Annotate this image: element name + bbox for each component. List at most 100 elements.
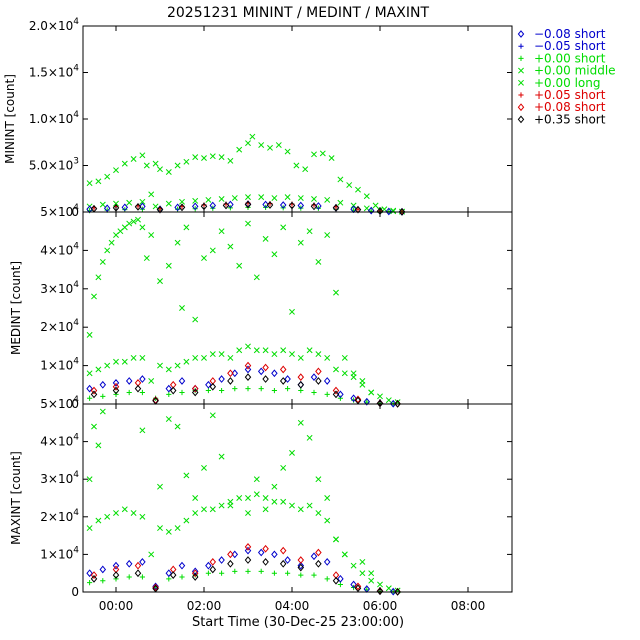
point-medint-s1-3	[113, 358, 119, 365]
point-minint-s0-11	[165, 169, 172, 175]
point-maxint-s0-8	[183, 472, 190, 479]
point-medint-s1-18	[245, 343, 251, 350]
y-tick-label-minint-1: 5.0×103	[29, 157, 79, 173]
point-minint-s0-18	[227, 157, 234, 164]
point-medint-s1-1	[95, 366, 102, 373]
point-minint-s0-5	[130, 156, 137, 162]
point-minint-s0-0	[86, 180, 93, 187]
point-minint-s0-20	[245, 140, 251, 147]
point-medint-s1-32	[368, 389, 375, 396]
point-medint-s2-1	[100, 393, 106, 399]
point-maxint-s3-17	[310, 552, 318, 561]
y-tick-label-maxint-4: 4×104	[40, 433, 79, 449]
point-minint-s5-12	[354, 205, 362, 214]
legend-label-7: +0.35 short	[534, 112, 606, 126]
y-axis-label-maxint: MAXINT [count]	[9, 451, 23, 545]
point-minint-s3-1	[103, 204, 111, 213]
point-medint-s0-32	[297, 239, 304, 246]
point-medint-s0-34	[315, 258, 322, 265]
point-maxint-s5-14	[354, 584, 362, 593]
y-tick-label-medint-5: 5×104	[40, 203, 79, 219]
x-tick-label-0: 00:00	[99, 599, 134, 613]
point-minint-s3-10	[262, 200, 269, 209]
point-maxint-s1-24	[297, 506, 304, 513]
point-medint-s1-8	[157, 362, 163, 369]
point-medint-s3-0	[86, 384, 93, 393]
y-tick-label-minint-0: 0	[71, 205, 79, 219]
point-medint-s5-9	[262, 375, 269, 383]
point-medint-s1-11	[183, 358, 190, 365]
point-medint-s0-4	[104, 247, 111, 254]
point-minint-s1-17	[311, 196, 317, 202]
point-medint-s0-35	[324, 232, 331, 238]
point-minint-s0-8	[148, 191, 155, 198]
point-maxint-s1-30	[350, 562, 357, 569]
point-medint-s3-13	[257, 367, 265, 376]
point-minint-s0-10	[157, 166, 163, 173]
point-medint-s0-28	[262, 235, 269, 242]
point-medint-s3-15	[284, 375, 291, 383]
y-ticks-medint: 0 1×104 2×104 3×104 4×104 5×104	[40, 203, 512, 411]
point-medint-s0-33	[306, 228, 313, 235]
point-medint-s3-16	[297, 380, 305, 389]
point-medint-s4-12	[315, 367, 322, 376]
point-medint-s0-22	[209, 247, 216, 254]
point-maxint-s0-22	[315, 476, 322, 483]
point-medint-s3-3	[125, 377, 133, 385]
point-minint-s0-27	[302, 166, 309, 173]
point-medint-s0-31	[289, 308, 295, 315]
legend-marker-6	[517, 103, 525, 112]
point-medint-s1-10	[174, 362, 181, 369]
point-medint-s1-34	[385, 397, 392, 404]
point-medint-s2-6	[166, 391, 172, 397]
point-maxint-s2-13	[258, 568, 264, 574]
point-maxint-s0-2	[95, 442, 102, 449]
legend-marker-2	[518, 55, 524, 61]
point-medint-s3-7	[178, 377, 186, 385]
point-minint-s1-11	[231, 195, 238, 202]
point-maxint-s4-11	[297, 556, 305, 564]
point-minint-s0-22	[258, 142, 265, 148]
point-maxint-s0-1	[91, 423, 97, 430]
point-medint-s5-10	[279, 377, 287, 385]
point-minint-s1-19	[337, 199, 344, 206]
point-minint-s1-14	[271, 195, 278, 202]
point-medint-s0-23	[218, 228, 225, 235]
point-maxint-s0-26	[359, 558, 366, 565]
point-minint-s1-13	[258, 194, 265, 201]
point-medint-s1-15	[218, 351, 225, 358]
point-maxint-s1-28	[333, 536, 339, 543]
point-medint-s5-0	[90, 390, 98, 399]
point-medint-s1-0	[86, 370, 93, 377]
point-medint-s0-18	[179, 305, 185, 311]
legend-marker-7	[517, 115, 525, 124]
y-tick-label-medint-4: 4×104	[40, 241, 79, 257]
point-minint-s5-3	[156, 205, 164, 214]
point-minint-s1-9	[205, 196, 212, 203]
point-minint-s0-16	[209, 153, 216, 160]
y-tick-label-minint-4: 2.0×104	[29, 17, 79, 33]
point-medint-s4-5	[191, 384, 199, 393]
point-maxint-s3-18	[323, 558, 331, 566]
point-medint-s0-1	[91, 293, 97, 300]
point-maxint-s5-2	[134, 569, 142, 578]
point-maxint-s4-5	[191, 569, 199, 578]
point-maxint-s3-11	[231, 550, 239, 559]
point-medint-s3-6	[165, 384, 173, 393]
point-medint-s1-19	[253, 347, 260, 354]
point-maxint-s0-20	[297, 419, 304, 426]
point-minint-s1-7	[179, 198, 185, 205]
point-maxint-s2-1	[100, 578, 106, 584]
point-medint-s1-29	[341, 370, 348, 377]
point-maxint-s1-9	[165, 528, 172, 535]
point-maxint-s0-7	[174, 423, 181, 430]
point-minint-s3-11	[279, 201, 287, 209]
point-medint-s0-26	[245, 220, 251, 227]
point-maxint-s5-8	[244, 556, 252, 564]
point-maxint-s0-21	[306, 434, 313, 441]
point-medint-s3-14	[271, 369, 278, 378]
point-maxint-s0-0	[86, 476, 93, 483]
point-minint-s5-14	[398, 207, 406, 216]
point-minint-s5-11	[332, 203, 340, 212]
point-maxint-s4-3	[152, 583, 159, 592]
